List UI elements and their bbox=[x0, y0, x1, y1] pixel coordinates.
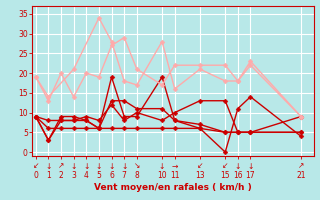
X-axis label: Vent moyen/en rafales ( km/h ): Vent moyen/en rafales ( km/h ) bbox=[94, 183, 252, 192]
